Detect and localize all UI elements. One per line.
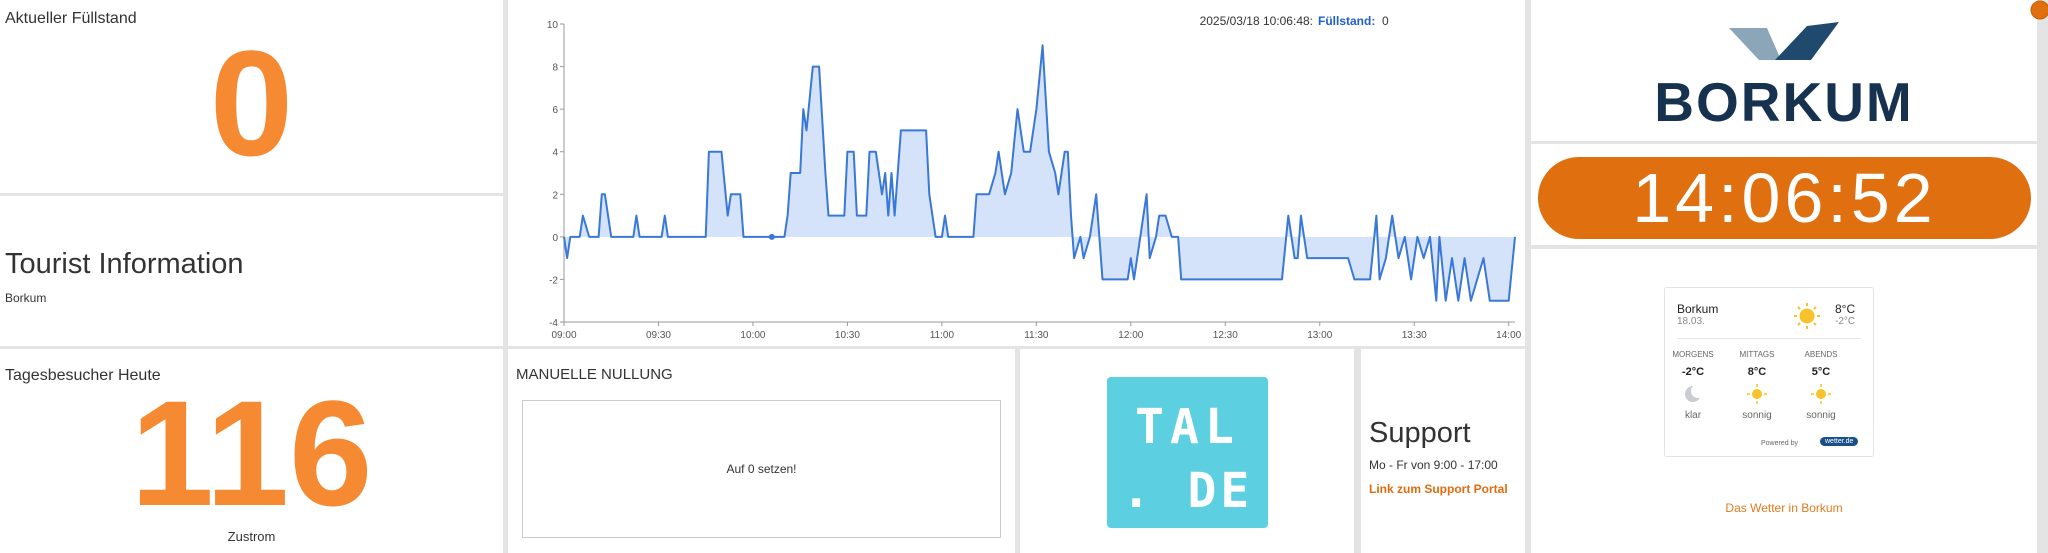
date: 18.03. xyxy=(1677,316,1705,327)
weather-card: Borkum 18.03. 8°C -2°C MORGENS -2°C klar MI… xyxy=(1664,287,1874,457)
location: Borkum xyxy=(1677,302,1719,316)
divider xyxy=(1677,338,1861,339)
period-name: ABENDS xyxy=(1804,350,1838,359)
tal-panel: TAL . DE xyxy=(1020,349,1354,553)
weather-icon xyxy=(1811,384,1831,404)
y-tick-label: -2 xyxy=(549,275,558,286)
besucher-value: 116 xyxy=(130,369,373,537)
caption: Zustrom xyxy=(227,529,276,544)
y-tick-label: 2 xyxy=(552,190,558,201)
y-tick-label: 4 xyxy=(552,148,558,159)
period-name: MITTAGS xyxy=(1739,350,1775,359)
period-desc: klar xyxy=(1684,410,1702,421)
hours: Mo - Fr von 9:00 - 17:00 xyxy=(1369,458,1498,472)
weather-icon xyxy=(1747,384,1767,404)
avatar xyxy=(2030,0,2048,20)
weather-icon xyxy=(1683,384,1705,404)
period-temp: -2°C xyxy=(1681,366,1705,378)
hover-point xyxy=(768,233,775,240)
tooltip-time: 2025/03/18 10:06:48: xyxy=(1200,14,1313,28)
panel-title: Aktueller Füllstand xyxy=(5,10,137,27)
weather-link[interactable]: Das Wetter in Borkum xyxy=(1725,501,1843,515)
support-link[interactable]: Link zum Support Portal xyxy=(1369,482,1508,496)
x-tick-label: 09:00 xyxy=(551,330,576,341)
period-name: MORGENS xyxy=(1672,350,1714,359)
panel-subtitle: Borkum xyxy=(5,291,47,305)
weather-panel: Borkum 18.03. 8°C -2°C MORGENS -2°C klar MI… xyxy=(1531,249,2037,553)
sun xyxy=(1811,384,1831,404)
panel-title: Tourist Information xyxy=(5,248,244,280)
logo-text: . DE xyxy=(1121,463,1254,519)
x-tick-label: 12:30 xyxy=(1213,330,1238,341)
y-tick-label: -4 xyxy=(549,318,558,329)
tooltip-label: Füllstand: xyxy=(1318,14,1375,28)
moon xyxy=(1685,384,1705,402)
y-tick-label: 0 xyxy=(552,233,558,244)
besucher-panel: Tagesbesucher Heute 116 Zustrom xyxy=(0,349,503,553)
wing xyxy=(1775,22,1839,60)
clock-panel: 14:06:52 xyxy=(1531,144,2037,245)
badge: wetter.de xyxy=(1820,437,1859,446)
tourist-panel: Tourist Information Borkum xyxy=(0,196,503,346)
sun-icon xyxy=(1794,303,1820,329)
clock: 14:06:52 xyxy=(1538,157,2031,239)
logo-text: TAL xyxy=(1135,399,1240,455)
line xyxy=(563,44,1516,302)
area xyxy=(564,45,1515,301)
x-tick-label: 13:30 xyxy=(1402,330,1427,341)
x-tick-label: 11:00 xyxy=(930,330,955,341)
chart: 2025/03/18 10:06:48: Füllstand: 0 -4 -2 0 2… xyxy=(547,14,1522,341)
nullung-panel: MANUELLE NULLUNG Auf 0 setzen! xyxy=(508,349,1015,553)
wing xyxy=(1729,28,1781,60)
logo-bird xyxy=(1729,22,1839,60)
sun xyxy=(1747,384,1767,404)
y-tick-label: 8 xyxy=(552,63,558,74)
reset-button[interactable]: Auf 0 setzen! xyxy=(522,400,1001,538)
chart-panel: 2025/03/18 10:06:48: Füllstand: 0 -4 -2 0 2… xyxy=(508,0,1525,346)
x-tick-label: 09:30 xyxy=(646,330,671,341)
low: -2°C xyxy=(1835,316,1856,327)
high: 8°C xyxy=(1835,302,1856,316)
y-tick-label: 6 xyxy=(552,105,558,116)
panel-title: Support xyxy=(1369,417,1471,449)
support-panel: Support Mo - Fr von 9:00 - 17:00 Link zu… xyxy=(1361,349,1525,553)
tal-logo: TAL . DE xyxy=(1107,377,1268,528)
fuellstand-panel: Aktueller Füllstand 0 xyxy=(0,0,503,193)
fuellstand-value: 0 xyxy=(209,19,294,187)
x-tick-label: 12:00 xyxy=(1118,330,1143,341)
powered: Powered by xyxy=(1761,440,1798,447)
period-temp: 5°C xyxy=(1811,366,1831,378)
panel-title: MANUELLE NULLUNG xyxy=(516,366,673,383)
logo-text: BORKUM xyxy=(1654,71,1914,133)
x-tick-label: 10:30 xyxy=(835,330,860,341)
panel-title: Tagesbesucher Heute xyxy=(5,367,161,384)
period-desc: sonnig xyxy=(1742,410,1772,421)
x-tick-label: 11:30 xyxy=(1024,330,1049,341)
logo-panel: BORKUM xyxy=(1531,0,2037,141)
period-desc: sonnig xyxy=(1806,410,1836,421)
period-temp: 8°C xyxy=(1747,366,1767,378)
x-tick-label: 13:00 xyxy=(1307,330,1332,341)
x-tick-label: 10:00 xyxy=(740,330,765,341)
tooltip-value: 0 xyxy=(1382,14,1389,28)
y-tick-label: 10 xyxy=(547,20,559,31)
x-tick-label: 14:00 xyxy=(1496,330,1521,341)
